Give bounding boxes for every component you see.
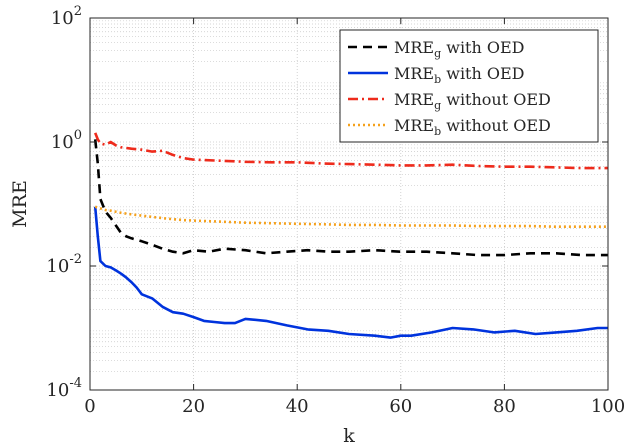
series-layer bbox=[93, 132, 608, 339]
legend-label: MREg without OED bbox=[394, 90, 551, 112]
y-axis-title: MRE bbox=[9, 180, 31, 228]
axis-ticks bbox=[89, 17, 609, 391]
legend-label: MREg with OED bbox=[394, 38, 525, 60]
series-line-0 bbox=[93, 139, 608, 257]
legend: MREg with OED MREb with OED MREg without O… bbox=[339, 29, 599, 143]
x-tick-label: 80 bbox=[493, 396, 516, 417]
y-tick-labels: 10-4 10-2 100 102 bbox=[46, 4, 82, 401]
series-line-2 bbox=[93, 132, 608, 170]
y-tick-label: 102 bbox=[51, 4, 82, 29]
legend-box bbox=[339, 29, 599, 143]
series-line-1 bbox=[93, 206, 608, 339]
y-tick-label: 100 bbox=[51, 128, 82, 153]
x-axis-title: k bbox=[343, 425, 355, 447]
legend-label: MREb with OED bbox=[394, 64, 525, 86]
x-tick-label: 0 bbox=[84, 396, 95, 417]
y-tick-label: 10-2 bbox=[46, 252, 82, 277]
legend-label: MREb without OED bbox=[394, 116, 551, 138]
x-tick-label: 40 bbox=[286, 396, 309, 417]
x-tick-label: 100 bbox=[591, 396, 625, 417]
series-line-3 bbox=[94, 205, 608, 228]
x-tick-label: 60 bbox=[389, 396, 412, 417]
y-tick-label: 10-4 bbox=[46, 376, 82, 401]
x-tick-labels: 0 20 40 60 80 100 bbox=[84, 396, 625, 417]
x-tick-label: 20 bbox=[182, 396, 205, 417]
plot-area-frame bbox=[89, 17, 609, 391]
